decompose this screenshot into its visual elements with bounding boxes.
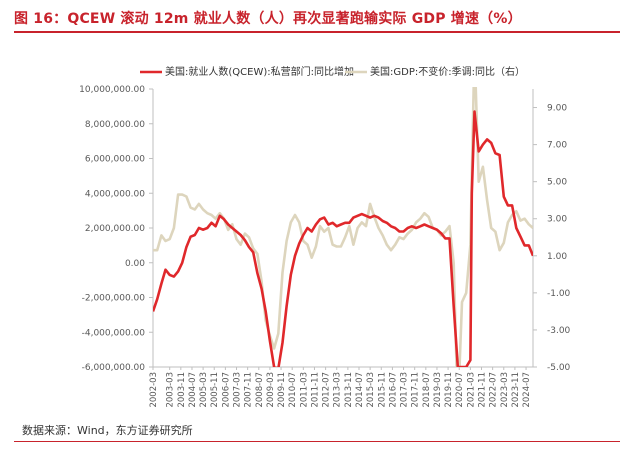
x-axis-tick-label: 2015-03: [366, 372, 376, 408]
series-layer: [153, 87, 533, 367]
x-axis-tick-label: 2022-07: [489, 372, 499, 408]
left-axis-tick-label: 0.00: [125, 259, 145, 269]
left-axis-tick-label: -6,000,000.00: [82, 363, 146, 373]
left-axis-tick-label: 10,000,000.00: [79, 85, 145, 95]
x-axis-tick-label: 2019-03: [433, 372, 443, 408]
source-note: 数据来源：Wind，东方证券研究所: [22, 424, 193, 437]
x-axis-tick-label: 2004-07: [188, 372, 198, 408]
x-axis-tick-label: 2023-11: [511, 372, 521, 408]
x-axis-tick-label: 2011-03: [299, 372, 309, 408]
right-axis-tick-label: 9.00: [547, 104, 567, 114]
x-axis-tick-label: 2024-07: [522, 372, 532, 408]
left-axis-tick-label: 8,000,000.00: [85, 120, 145, 130]
left-axis-tick-label: -2,000,000.00: [82, 294, 146, 304]
right-axis-tick-label: -3.00: [547, 326, 571, 336]
x-axis-tick-label: 2009-03: [266, 372, 276, 408]
x-axis-tick-label: 2019-11: [444, 372, 454, 408]
x-axis-tick-label: 2010-07: [288, 372, 298, 408]
chart-title: 图 16：QCEW 滚动 12m 就业人数（人）再次显著跑输实际 GDP 增速（…: [14, 11, 522, 27]
legend-label-gdp: 美国:GDP:不变价:季调:同比（右）: [370, 65, 525, 78]
right-axis-tick-label: -1.00: [547, 289, 571, 299]
right-axis-tick-label: 7.00: [547, 141, 567, 151]
x-axis-tick-label: 2018-07: [422, 372, 432, 408]
title-rule: [14, 31, 620, 33]
x-axis-tick-label: 2013-11: [344, 372, 354, 408]
x-axis-tick-label: 2002-03: [149, 372, 159, 408]
x-axis-tick-label: 2015-11: [377, 372, 387, 408]
x-axis-tick-label: 2017-11: [411, 372, 421, 408]
x-axis-tick-label: 2016-07: [388, 372, 398, 408]
x-axis-tick-label: 2012-07: [322, 372, 332, 408]
right-axis-tick-label: 1.00: [547, 252, 567, 262]
axes: 10,000,000.00 8,000,000.00 6,000,000.00 4,0…: [79, 85, 570, 408]
series-line-employment: [153, 110, 533, 367]
x-axis-tick-label: 2005-11: [210, 372, 220, 408]
x-axis-tick-label: 2017-03: [400, 372, 410, 408]
x-axis-tick-label: 2021-11: [477, 372, 487, 408]
series-line-gdp: [153, 87, 533, 367]
x-axis-tick-label: 2007-11: [244, 372, 254, 408]
right-axis-tick-label: 5.00: [547, 178, 567, 188]
x-axis-tick-label: 2007-03: [233, 372, 243, 408]
left-axis-tick-label: -4,000,000.00: [82, 328, 146, 338]
left-axis-tick-label: 6,000,000.00: [85, 155, 145, 165]
legend-label-employment: 美国:就业人数(QCEW):私营部门:同比增加: [165, 65, 354, 78]
x-axis-tick-label: 2009-11: [277, 372, 287, 408]
x-axis-tick-label: 2020-07: [455, 372, 465, 408]
bottom-rule: [14, 441, 620, 442]
right-axis-tick-label: -5.00: [547, 363, 571, 373]
x-axis-tick-label: 2013-03: [333, 372, 343, 408]
x-axis-tick-label: 2005-03: [199, 372, 209, 408]
right-axis-tick-label: 3.00: [547, 215, 567, 225]
x-axis-tick-label: 2011-11: [310, 372, 320, 408]
x-axis-tick-label: 2021-03: [466, 372, 476, 408]
x-axis-tick-label: 2023-03: [500, 372, 510, 408]
x-axis-tick-label: 2003-11: [177, 372, 187, 408]
x-axis-tick-label: 2014-07: [355, 372, 365, 408]
x-axis-tick-label: 2008-07: [255, 372, 265, 408]
chart-legend: 美国:就业人数(QCEW):私营部门:同比增加 美国:GDP:不变价:季调:同比…: [140, 65, 525, 78]
x-axis-tick-label: 2006-07: [221, 372, 231, 408]
left-axis-tick-label: 2,000,000.00: [85, 224, 145, 234]
x-axis-tick-label: 2003-03: [166, 372, 176, 408]
left-axis-tick-label: 4,000,000.00: [85, 189, 145, 199]
